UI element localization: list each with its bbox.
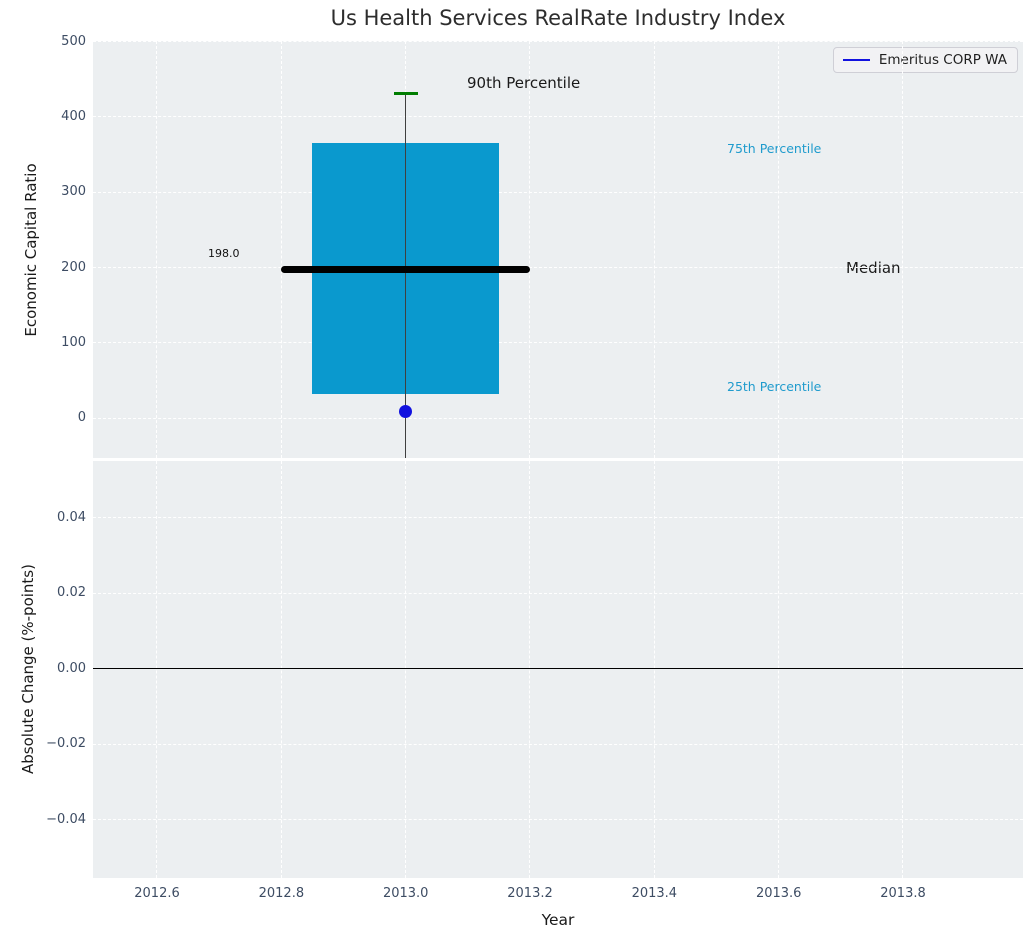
gridline-vertical — [405, 461, 406, 878]
gridline-horizontal — [93, 267, 1023, 268]
y-tick-label-top: 100 — [16, 334, 86, 352]
gridline-horizontal — [93, 116, 1023, 117]
chart-title: Us Health Services RealRate Industry Ind… — [93, 6, 1023, 30]
y-tick-label-bottom: −0.04 — [16, 811, 86, 829]
bottom-plot-area — [93, 461, 1023, 878]
y-tick-label-top: 0 — [16, 409, 86, 427]
gridline-vertical — [281, 461, 282, 878]
boxplot-90th-percentile-cap — [394, 92, 418, 95]
x-tick-label: 2013.4 — [617, 886, 691, 901]
gridline-vertical — [281, 41, 282, 458]
gridline-vertical — [156, 461, 157, 878]
chart-figure: Us Health Services RealRate Industry Ind… — [0, 0, 1034, 942]
zero-reference-line — [93, 668, 1023, 669]
x-tick-label: 2012.6 — [120, 886, 194, 901]
gridline-vertical — [654, 461, 655, 878]
x-tick-label: 2013.8 — [866, 886, 940, 901]
boxplot-median-line — [281, 266, 530, 273]
annotation-25th-percentile: 25th Percentile — [727, 379, 821, 394]
x-tick-label: 2013.6 — [742, 886, 816, 901]
gridline-horizontal — [93, 342, 1023, 343]
y-tick-label-top: 300 — [16, 183, 86, 201]
annotation-median-value: 198.0 — [208, 247, 240, 260]
gridline-horizontal — [93, 593, 1023, 594]
boxplot-whisker — [405, 94, 407, 458]
y-tick-label-top: 200 — [16, 259, 86, 277]
gridline-vertical — [529, 461, 530, 878]
gridline-vertical — [529, 41, 530, 458]
gridline-vertical — [778, 461, 779, 878]
gridline-horizontal — [93, 41, 1023, 42]
gridline-horizontal — [93, 819, 1023, 820]
y-tick-label-bottom: −0.02 — [16, 735, 86, 753]
gridline-horizontal — [93, 744, 1023, 745]
gridline-horizontal — [93, 418, 1023, 419]
x-axis-label: Year — [93, 911, 1023, 929]
y-tick-label-bottom: 0.02 — [16, 584, 86, 602]
x-tick-label: 2013.2 — [493, 886, 567, 901]
y-tick-label-top: 400 — [16, 108, 86, 126]
x-tick-label: 2013.0 — [369, 886, 443, 901]
y-tick-label-top: 500 — [16, 33, 86, 51]
gridline-vertical — [778, 41, 779, 458]
annotation-90th-percentile: 90th Percentile — [467, 74, 580, 92]
gridline-horizontal — [93, 517, 1023, 518]
legend: Emeritus CORP WA — [833, 47, 1018, 73]
gridline-vertical — [902, 41, 903, 458]
y-tick-label-bottom: 0.00 — [16, 660, 86, 678]
annotation-median: Median — [846, 259, 901, 277]
x-tick-label: 2012.8 — [244, 886, 318, 901]
company-data-point — [399, 405, 412, 418]
gridline-horizontal — [93, 192, 1023, 193]
gridline-vertical — [902, 461, 903, 878]
y-tick-label-bottom: 0.04 — [16, 509, 86, 527]
top-plot-area: 90th Percentile 75th Percentile Median 2… — [93, 41, 1023, 458]
legend-line-swatch — [843, 59, 870, 61]
legend-label: Emeritus CORP WA — [879, 52, 1007, 68]
gridline-vertical — [156, 41, 157, 458]
annotation-75th-percentile: 75th Percentile — [727, 141, 821, 156]
gridline-vertical — [654, 41, 655, 458]
